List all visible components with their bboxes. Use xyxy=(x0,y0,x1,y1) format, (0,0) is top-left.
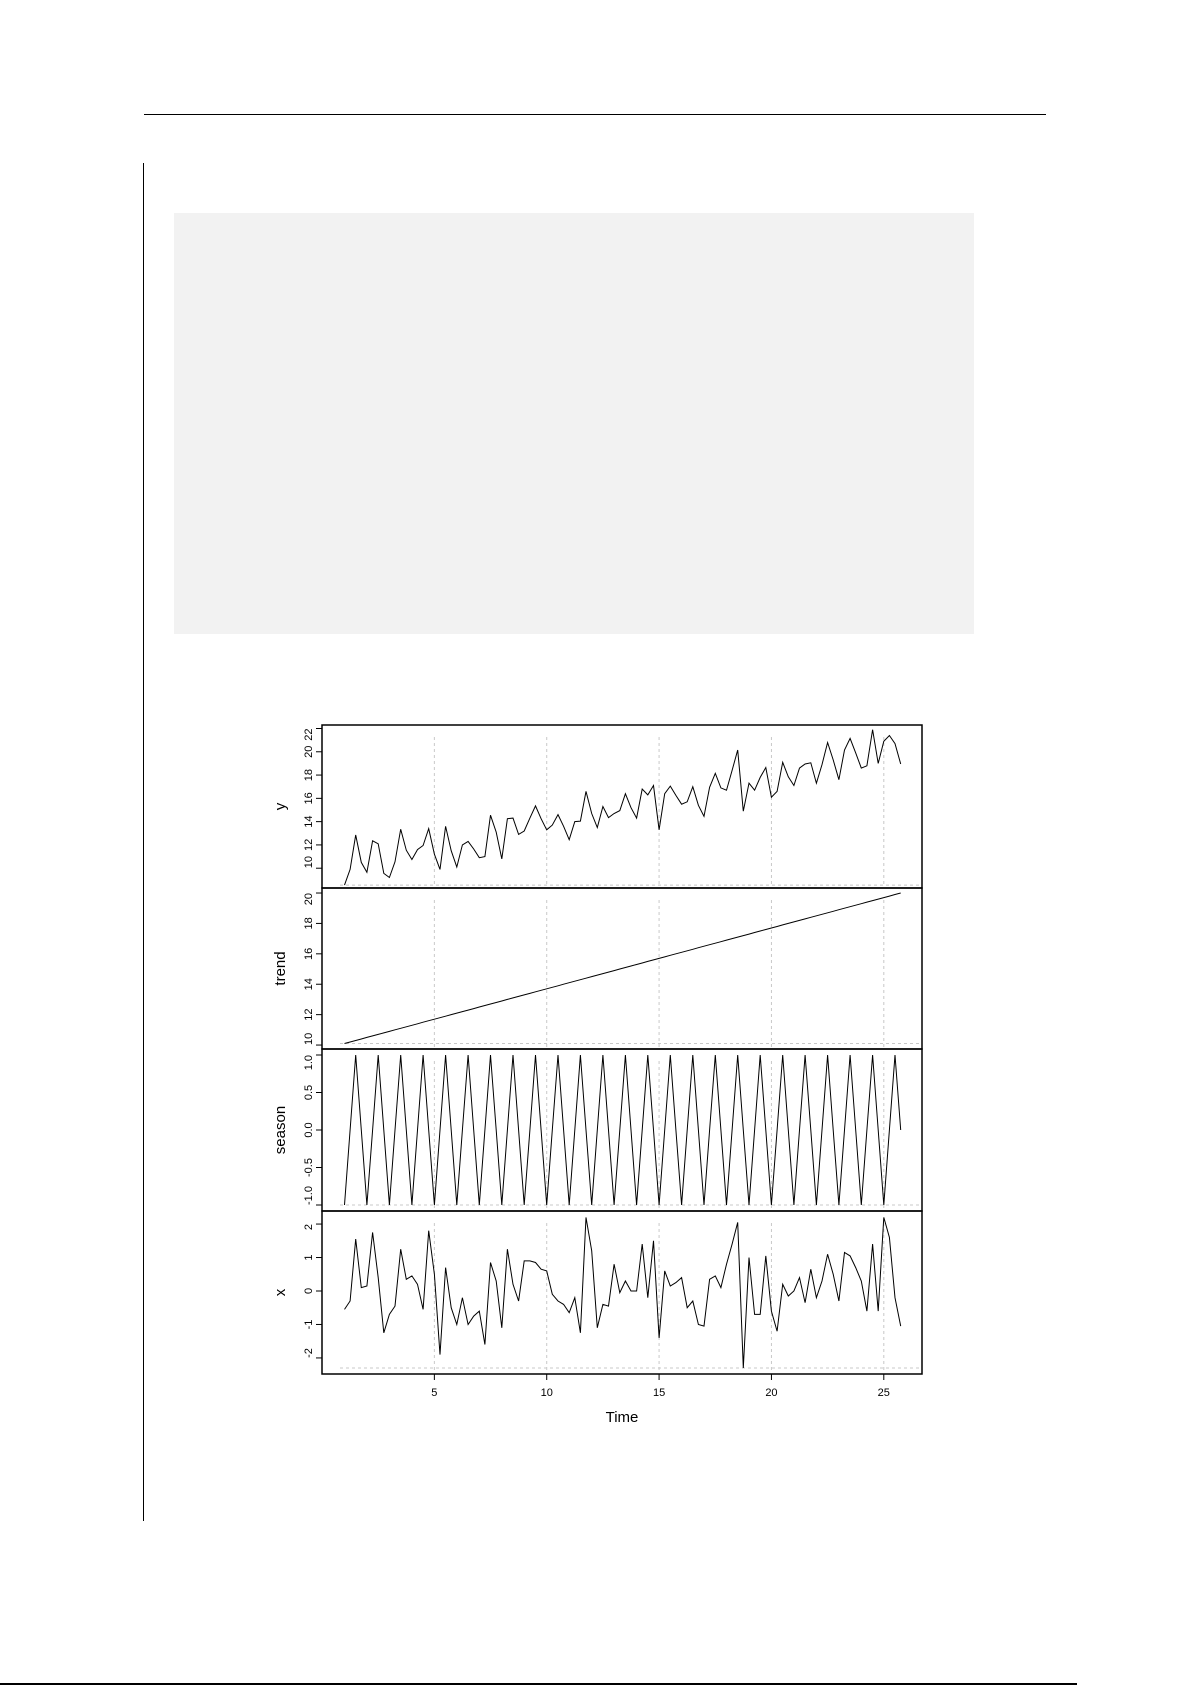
panel-label-x: x xyxy=(272,1288,289,1296)
panel-label-y: y xyxy=(272,802,289,810)
x-tick-label: 25 xyxy=(878,1387,890,1399)
panel-frame xyxy=(321,1048,923,1212)
y-tick-label: 0.5 xyxy=(303,1085,315,1100)
y-tick-label: 0 xyxy=(303,1288,315,1294)
y-tick-label: 12 xyxy=(303,1009,315,1021)
y-tick-label: 12 xyxy=(303,839,315,851)
y-tick-label: 20 xyxy=(303,746,315,758)
y-tick-label: 1 xyxy=(303,1254,315,1260)
y-tick-label: 10 xyxy=(303,1033,315,1045)
y-tick-label: 2 xyxy=(303,1224,315,1230)
y-tick-label: -0.5 xyxy=(303,1158,315,1177)
y-tick-label: 18 xyxy=(303,917,315,929)
x-axis-label: Time xyxy=(606,1409,639,1426)
x-tick-label: 5 xyxy=(431,1387,437,1399)
series-line-y xyxy=(344,729,902,886)
y-tick-label: 16 xyxy=(303,948,315,960)
series-line-trend xyxy=(344,892,901,1044)
code-block xyxy=(174,213,974,634)
panel-trend: 10 12 14 16 18 20 trend xyxy=(272,887,923,1050)
y-tick-label: 10 xyxy=(303,856,315,868)
y-tick-label: 16 xyxy=(303,792,315,804)
y-tick-label: 18 xyxy=(303,769,315,781)
y-tick-label: -1 xyxy=(303,1320,315,1330)
y-tick-label: 14 xyxy=(303,978,315,990)
y-tick-label: 20 xyxy=(303,893,315,905)
y-tick-label: -1.0 xyxy=(303,1186,315,1205)
y-tick-label: 14 xyxy=(303,816,315,828)
panel-frame xyxy=(321,1210,923,1375)
x-tick-label: 15 xyxy=(653,1387,665,1399)
x-tick-label: 20 xyxy=(765,1387,777,1399)
footer-rule xyxy=(0,1683,1077,1685)
x-tick-label: 10 xyxy=(541,1387,553,1399)
y-tick-label: 22 xyxy=(303,728,315,740)
panel-season: -1.0 -0.5 0.0 0.5 1.0 season xyxy=(272,1048,923,1212)
panel-frame xyxy=(321,724,923,889)
margin-rule xyxy=(143,163,144,1521)
y-tick-label: 0.0 xyxy=(303,1122,315,1137)
series-line-x xyxy=(344,1217,902,1369)
y-tick-label: 1.0 xyxy=(303,1055,315,1070)
panel-y: 10 12 14 16 18 20 22 y xyxy=(272,724,923,889)
y-tick-label: -2 xyxy=(303,1348,315,1358)
header-rule xyxy=(144,114,1046,115)
panel-label-trend: trend xyxy=(272,951,289,985)
panel-x: -2 -1 0 1 2 x xyxy=(272,1210,923,1375)
panel-label-season: season xyxy=(272,1106,289,1154)
series-line-season xyxy=(344,1054,902,1206)
